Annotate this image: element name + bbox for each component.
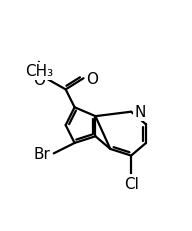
Text: Br: Br <box>34 146 51 161</box>
Text: O: O <box>34 73 46 88</box>
Text: O: O <box>86 71 98 86</box>
Text: Cl: Cl <box>124 176 139 191</box>
Text: N: N <box>134 105 146 120</box>
Text: CH₃: CH₃ <box>25 64 53 79</box>
